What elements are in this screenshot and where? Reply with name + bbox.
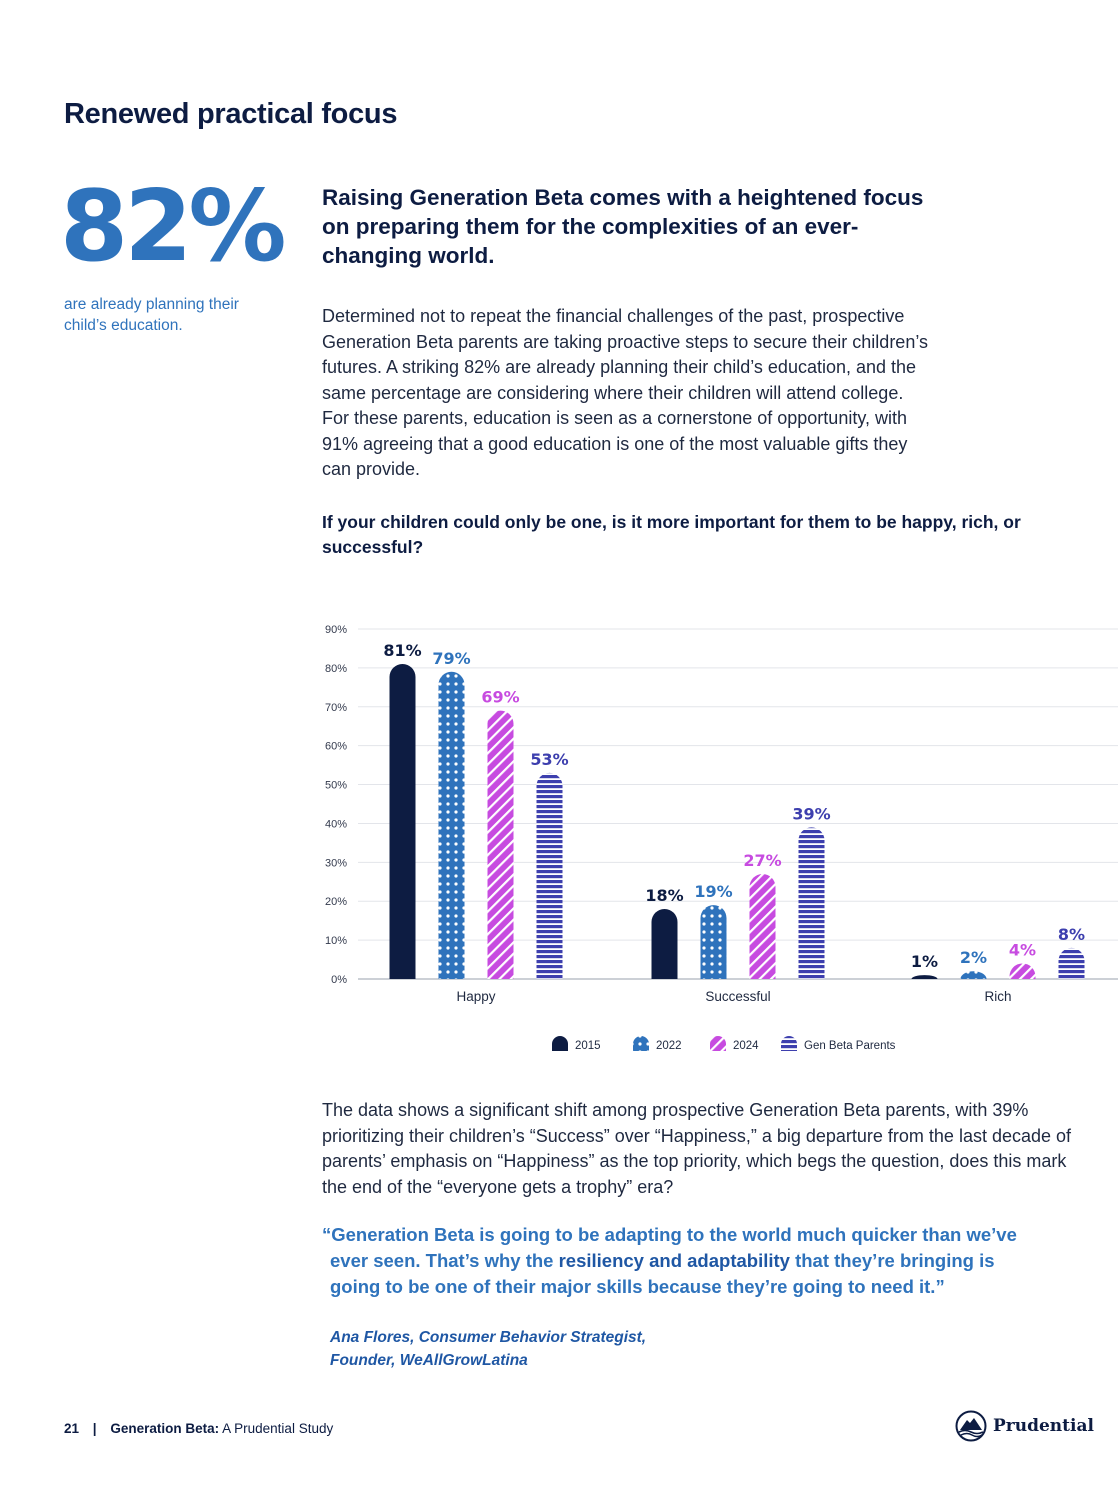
page-number: 21 <box>64 1421 80 1436</box>
bar-2015-successful <box>651 909 678 979</box>
data-labels: Happy 81% 79% 69% 53% Successful 18% 19% 27% 39% R… <box>383 641 1085 1004</box>
legend-label: 2022 <box>656 1040 682 1052</box>
bar-chart: 0% 10% 20% 30% 40% 50% 60% 70% 80% 90% Happy 81% 79… <box>325 624 1118 1052</box>
y-tick-label: 50% <box>325 780 347 792</box>
y-tick-label: 20% <box>325 896 347 908</box>
y-tick-label: 40% <box>325 818 347 830</box>
logo-wordmark: Prudential <box>993 1416 1094 1436</box>
y-tick-label: 90% <box>325 624 347 636</box>
y-tick-label: 60% <box>325 741 347 753</box>
stat-value: 82% <box>60 170 287 284</box>
data-label: 18% <box>645 886 683 905</box>
legend-label: 2015 <box>575 1040 601 1052</box>
y-tick-label: 70% <box>325 702 347 714</box>
body-paragraph-1: Determined not to repeat the financial c… <box>322 306 929 479</box>
quote-line-1: “Generation Beta is going to be adapting… <box>322 1224 1017 1245</box>
data-label: 53% <box>530 750 568 769</box>
bar-2022-successful <box>700 905 727 979</box>
data-label: 19% <box>694 882 732 901</box>
quote-attribution: Ana Flores, Consumer Behavior Strategist… <box>330 1329 647 1369</box>
bar-gen-beta-parents-successful <box>798 827 825 979</box>
bar-gen-beta-parents-happy <box>536 772 563 979</box>
data-label: 8% <box>1058 925 1085 944</box>
data-label: 69% <box>481 688 519 707</box>
footer-subtitle: A Prudential Study <box>222 1421 334 1436</box>
footer-separator: | <box>92 1421 97 1436</box>
chart-title: If your children could only be one, is i… <box>322 512 1021 557</box>
bar-2024-successful <box>749 874 776 979</box>
bar-2022-rich <box>960 971 987 979</box>
y-tick-label: 80% <box>325 663 347 675</box>
x-category-label: Happy <box>456 989 495 1004</box>
footer-brand: Generation Beta: <box>110 1421 220 1436</box>
quote-line-2: ever seen. That’s why the resiliency and… <box>330 1250 995 1271</box>
data-label: 81% <box>383 641 421 660</box>
data-label: 4% <box>1009 940 1036 959</box>
stat-caption: are already planning their child’s educa… <box>64 296 239 334</box>
bar-2022-happy <box>438 671 465 979</box>
data-label: 79% <box>432 649 470 668</box>
data-label: 39% <box>792 804 830 823</box>
y-tick-label: 30% <box>325 857 347 869</box>
legend-swatch <box>710 1036 726 1051</box>
legend-swatch <box>781 1036 797 1051</box>
rock-logo-icon <box>955 1410 987 1442</box>
bar-2015-happy <box>389 664 416 979</box>
bar-2024-happy <box>487 710 514 979</box>
data-label: 1% <box>911 952 938 971</box>
y-tick-label: 10% <box>325 935 347 947</box>
gridlines: 0% 10% 20% 30% 40% 50% 60% 70% 80% 90% <box>325 624 1118 986</box>
pull-quote: “Generation Beta is going to be adapting… <box>322 1222 1102 1300</box>
legend-label: 2024 <box>733 1040 759 1052</box>
data-label: 2% <box>960 948 987 967</box>
legend-swatch <box>552 1036 568 1051</box>
bar-2015-rich <box>911 975 938 979</box>
legend-label: Gen Beta Parents <box>804 1040 896 1052</box>
x-category-label: Rich <box>984 989 1011 1004</box>
lead-paragraph: Raising Generation Beta comes with a hei… <box>322 185 924 268</box>
body-paragraph-2: The data shows a significant shift among… <box>322 1100 1072 1197</box>
legend-swatch <box>633 1036 649 1051</box>
y-tick-label: 0% <box>331 974 347 986</box>
bar-gen-beta-parents-rich <box>1058 947 1085 979</box>
quote-emphasis: resiliency and adaptability <box>558 1250 790 1271</box>
quote-line-3: going to be one of their major skills be… <box>330 1276 945 1297</box>
bar-2024-rich <box>1009 963 1036 979</box>
x-category-label: Successful <box>705 989 770 1004</box>
page-footer: 21 | Generation Beta: A Prudential Study <box>64 1421 333 1436</box>
section-title: Renewed practical focus <box>64 98 398 130</box>
prudential-logo: Prudential <box>955 1410 1094 1442</box>
bars <box>389 664 1085 979</box>
data-label: 27% <box>743 851 781 870</box>
legend: 2015 2022 2024 Gen Beta Parents <box>552 1036 896 1052</box>
